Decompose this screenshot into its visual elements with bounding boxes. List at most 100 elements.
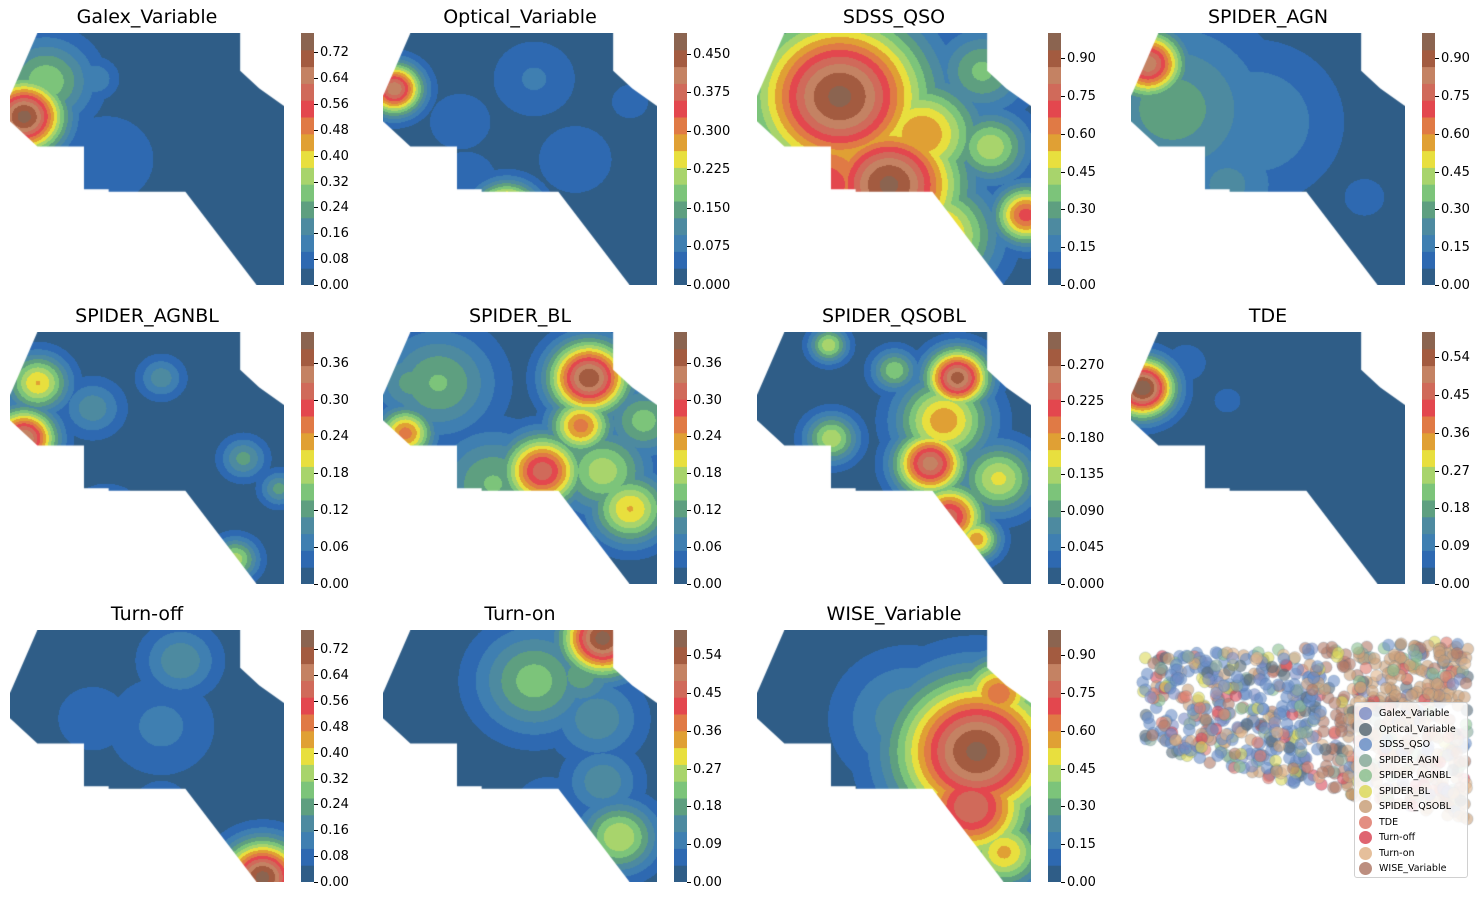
colorbar-tick-label: 0.08 — [320, 849, 349, 865]
colorbar-level — [301, 268, 314, 285]
colorbar-level — [1422, 217, 1435, 236]
colorbar-level — [1422, 416, 1435, 434]
colorbar-level — [674, 382, 687, 400]
colorbar-tick-mark — [314, 752, 318, 754]
legend-label: SPIDER_AGN — [1379, 754, 1440, 766]
colorbar-tick-label: 0.000 — [693, 278, 731, 293]
colorbar-level — [674, 100, 687, 118]
colorbar-level — [1422, 251, 1435, 269]
panel-title: WISE_Variable — [826, 603, 962, 625]
contour-map — [1131, 332, 1405, 584]
colorbar-level — [1048, 332, 1061, 350]
colorbar-tick-mark — [314, 473, 318, 475]
colorbar-level — [1422, 167, 1435, 185]
colorbar-tick-mark — [687, 436, 691, 438]
colorbar-level — [674, 150, 687, 168]
colorbar-tick-label: 0.24 — [693, 429, 722, 445]
colorbar — [1422, 332, 1435, 584]
colorbar-tick-mark — [1061, 510, 1065, 512]
colorbar-level — [301, 764, 314, 782]
colorbar-tick-mark — [687, 882, 691, 883]
colorbar-tick-label: 0.300 — [693, 123, 731, 139]
colorbar-tick-label: 0.16 — [320, 226, 349, 242]
colorbar-tick-mark — [1435, 395, 1439, 396]
legend-marker — [1359, 707, 1372, 720]
colorbar-tick-label: 0.45 — [1441, 388, 1470, 403]
colorbar-level — [301, 798, 314, 816]
colorbar-level — [674, 268, 687, 285]
colorbar-level — [301, 680, 314, 698]
colorbar-level — [301, 500, 314, 518]
colorbar-level — [1048, 268, 1061, 285]
colorbar-tick-mark — [1435, 285, 1439, 286]
panel-title: Galex_Variable — [76, 6, 218, 28]
colorbar-level — [674, 483, 687, 501]
legend-marker — [1359, 769, 1372, 782]
colorbar-level — [301, 66, 314, 84]
colorbar-level — [1422, 234, 1435, 252]
contour-map — [757, 630, 1031, 882]
colorbar-tick-mark — [1061, 247, 1065, 249]
colorbar-tick-label: 0.08 — [320, 252, 349, 268]
colorbar-tick-label: 0.75 — [1067, 89, 1096, 104]
colorbar-level — [1048, 798, 1061, 816]
colorbar-tick-label: 0.36 — [693, 723, 722, 739]
legend-marker — [1359, 846, 1372, 860]
colorbar-level — [1048, 630, 1061, 648]
colorbar-tick-label: 0.045 — [1067, 540, 1105, 556]
colorbar-tick-label: 0.90 — [1067, 648, 1096, 664]
legend-label: SPIDER_AGNBL — [1379, 770, 1451, 781]
colorbar-level — [674, 251, 687, 269]
colorbar-tick-label: 0.40 — [320, 148, 349, 164]
legend-marker — [1359, 784, 1372, 798]
colorbar-tick-mark — [687, 399, 691, 401]
legend-label: SPIDER_BL — [1379, 785, 1431, 797]
colorbar-level — [301, 646, 314, 665]
colorbar-level — [674, 33, 687, 51]
colorbar-tick-mark — [1061, 364, 1065, 366]
colorbar-level — [1048, 646, 1061, 665]
colorbar-level — [301, 550, 314, 568]
colorbar-tick-label: 0.00 — [693, 875, 722, 890]
colorbar-tick-label: 0.30 — [1067, 202, 1096, 218]
colorbar-tick-mark — [314, 675, 318, 677]
colorbar-level — [674, 332, 687, 350]
colorbar-level — [674, 781, 687, 799]
colorbar-level — [674, 466, 687, 484]
colorbar-tick-label: 0.60 — [1441, 126, 1470, 142]
colorbar-level — [301, 466, 314, 484]
colorbar-tick-mark — [314, 362, 318, 364]
colorbar-level — [1048, 167, 1061, 185]
colorbar-level — [1048, 714, 1061, 732]
colorbar-tick-mark — [1435, 470, 1439, 472]
colorbar-tick-mark — [687, 246, 691, 248]
colorbar-tick-mark — [314, 155, 318, 157]
colorbar-level — [301, 432, 314, 451]
colorbar-level — [674, 730, 687, 749]
colorbar-level — [1048, 533, 1061, 551]
colorbar-tick-mark — [314, 129, 318, 131]
colorbar-level — [1048, 483, 1061, 501]
legend-label: Turn-on — [1379, 847, 1415, 859]
legend-label: SPIDER_QSOBL — [1379, 801, 1452, 812]
colorbar-tick-label: 0.90 — [1067, 51, 1096, 67]
colorbar-tick-label: 0.45 — [1067, 164, 1096, 180]
colorbar-level — [1048, 365, 1061, 383]
colorbar-tick-mark — [687, 806, 691, 808]
colorbar-tick-mark — [1061, 547, 1065, 549]
colorbar-tick-label: 0.64 — [320, 668, 349, 684]
legend-marker — [1359, 815, 1372, 829]
colorbar-tick-mark — [1435, 357, 1439, 359]
colorbar-tick-mark — [1435, 247, 1439, 249]
colorbar-tick-mark — [687, 53, 691, 55]
legend-label: SDSS_QSO — [1379, 739, 1431, 750]
colorbar-level — [674, 516, 687, 535]
colorbar-tick-mark — [687, 730, 691, 732]
colorbar-level — [1048, 466, 1061, 484]
colorbar-level — [301, 33, 314, 51]
colorbar-tick-mark — [687, 130, 691, 132]
legend-marker — [1359, 862, 1372, 875]
colorbar-tick-label: 0.30 — [320, 392, 349, 408]
colorbar-tick-mark — [1435, 546, 1439, 548]
colorbar-level — [301, 848, 314, 866]
